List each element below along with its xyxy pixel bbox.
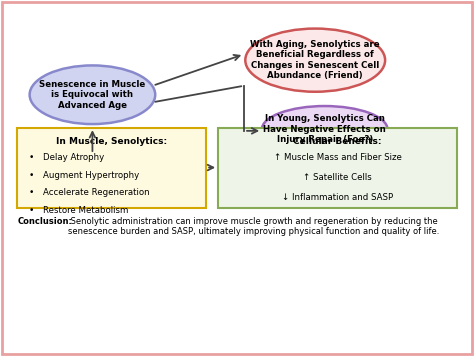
Text: ↓ Inflammation and SASP: ↓ Inflammation and SASP <box>282 193 393 201</box>
Text: •: • <box>28 171 34 180</box>
Text: Delay Atrophy: Delay Atrophy <box>43 153 104 162</box>
Ellipse shape <box>262 106 387 153</box>
Ellipse shape <box>246 28 385 92</box>
Text: In Muscle, Senolytics:: In Muscle, Senolytics: <box>56 137 167 146</box>
Bar <box>17 128 206 208</box>
Text: Accelerate Regeneration: Accelerate Regeneration <box>43 188 149 197</box>
Text: Restore Metabolism: Restore Metabolism <box>43 206 128 215</box>
Bar <box>218 128 457 208</box>
Text: Senescence in Muscle
is Equivocal with
Advanced Age: Senescence in Muscle is Equivocal with A… <box>39 80 146 110</box>
Text: AMERICAN JOURNAL OF PHYSIOLOGY: AMERICAN JOURNAL OF PHYSIOLOGY <box>14 309 145 314</box>
Text: © 2023: © 2023 <box>159 326 214 339</box>
Text: american
physiological
society: american physiological society <box>425 333 461 350</box>
Text: Senolytic administration can improve muscle growth and regeneration by reducing : Senolytic administration can improve mus… <box>68 216 439 236</box>
Text: With Aging, Senolytics are
Beneficial Regardless of
Changes in Senescent Cell
Ab: With Aging, Senolytics are Beneficial Re… <box>250 40 380 80</box>
Ellipse shape <box>29 66 155 124</box>
Text: •: • <box>28 153 34 162</box>
Text: In Young, Senolytics Can
Have Negative Effects on
Injury Repair (Foe?): In Young, Senolytics Can Have Negative E… <box>264 114 386 144</box>
Text: Conclusion:: Conclusion: <box>18 216 73 226</box>
Text: Cellular Benefits:: Cellular Benefits: <box>293 137 382 146</box>
Text: CELL PHYSIOLOGY.: CELL PHYSIOLOGY. <box>14 326 182 341</box>
Text: Augment Hypertrophy: Augment Hypertrophy <box>43 171 139 180</box>
Text: ↑ Satellite Cells: ↑ Satellite Cells <box>303 173 372 182</box>
Text: •: • <box>28 188 34 197</box>
Text: ↑ Muscle Mass and Fiber Size: ↑ Muscle Mass and Fiber Size <box>274 153 401 162</box>
Text: •: • <box>28 206 34 215</box>
